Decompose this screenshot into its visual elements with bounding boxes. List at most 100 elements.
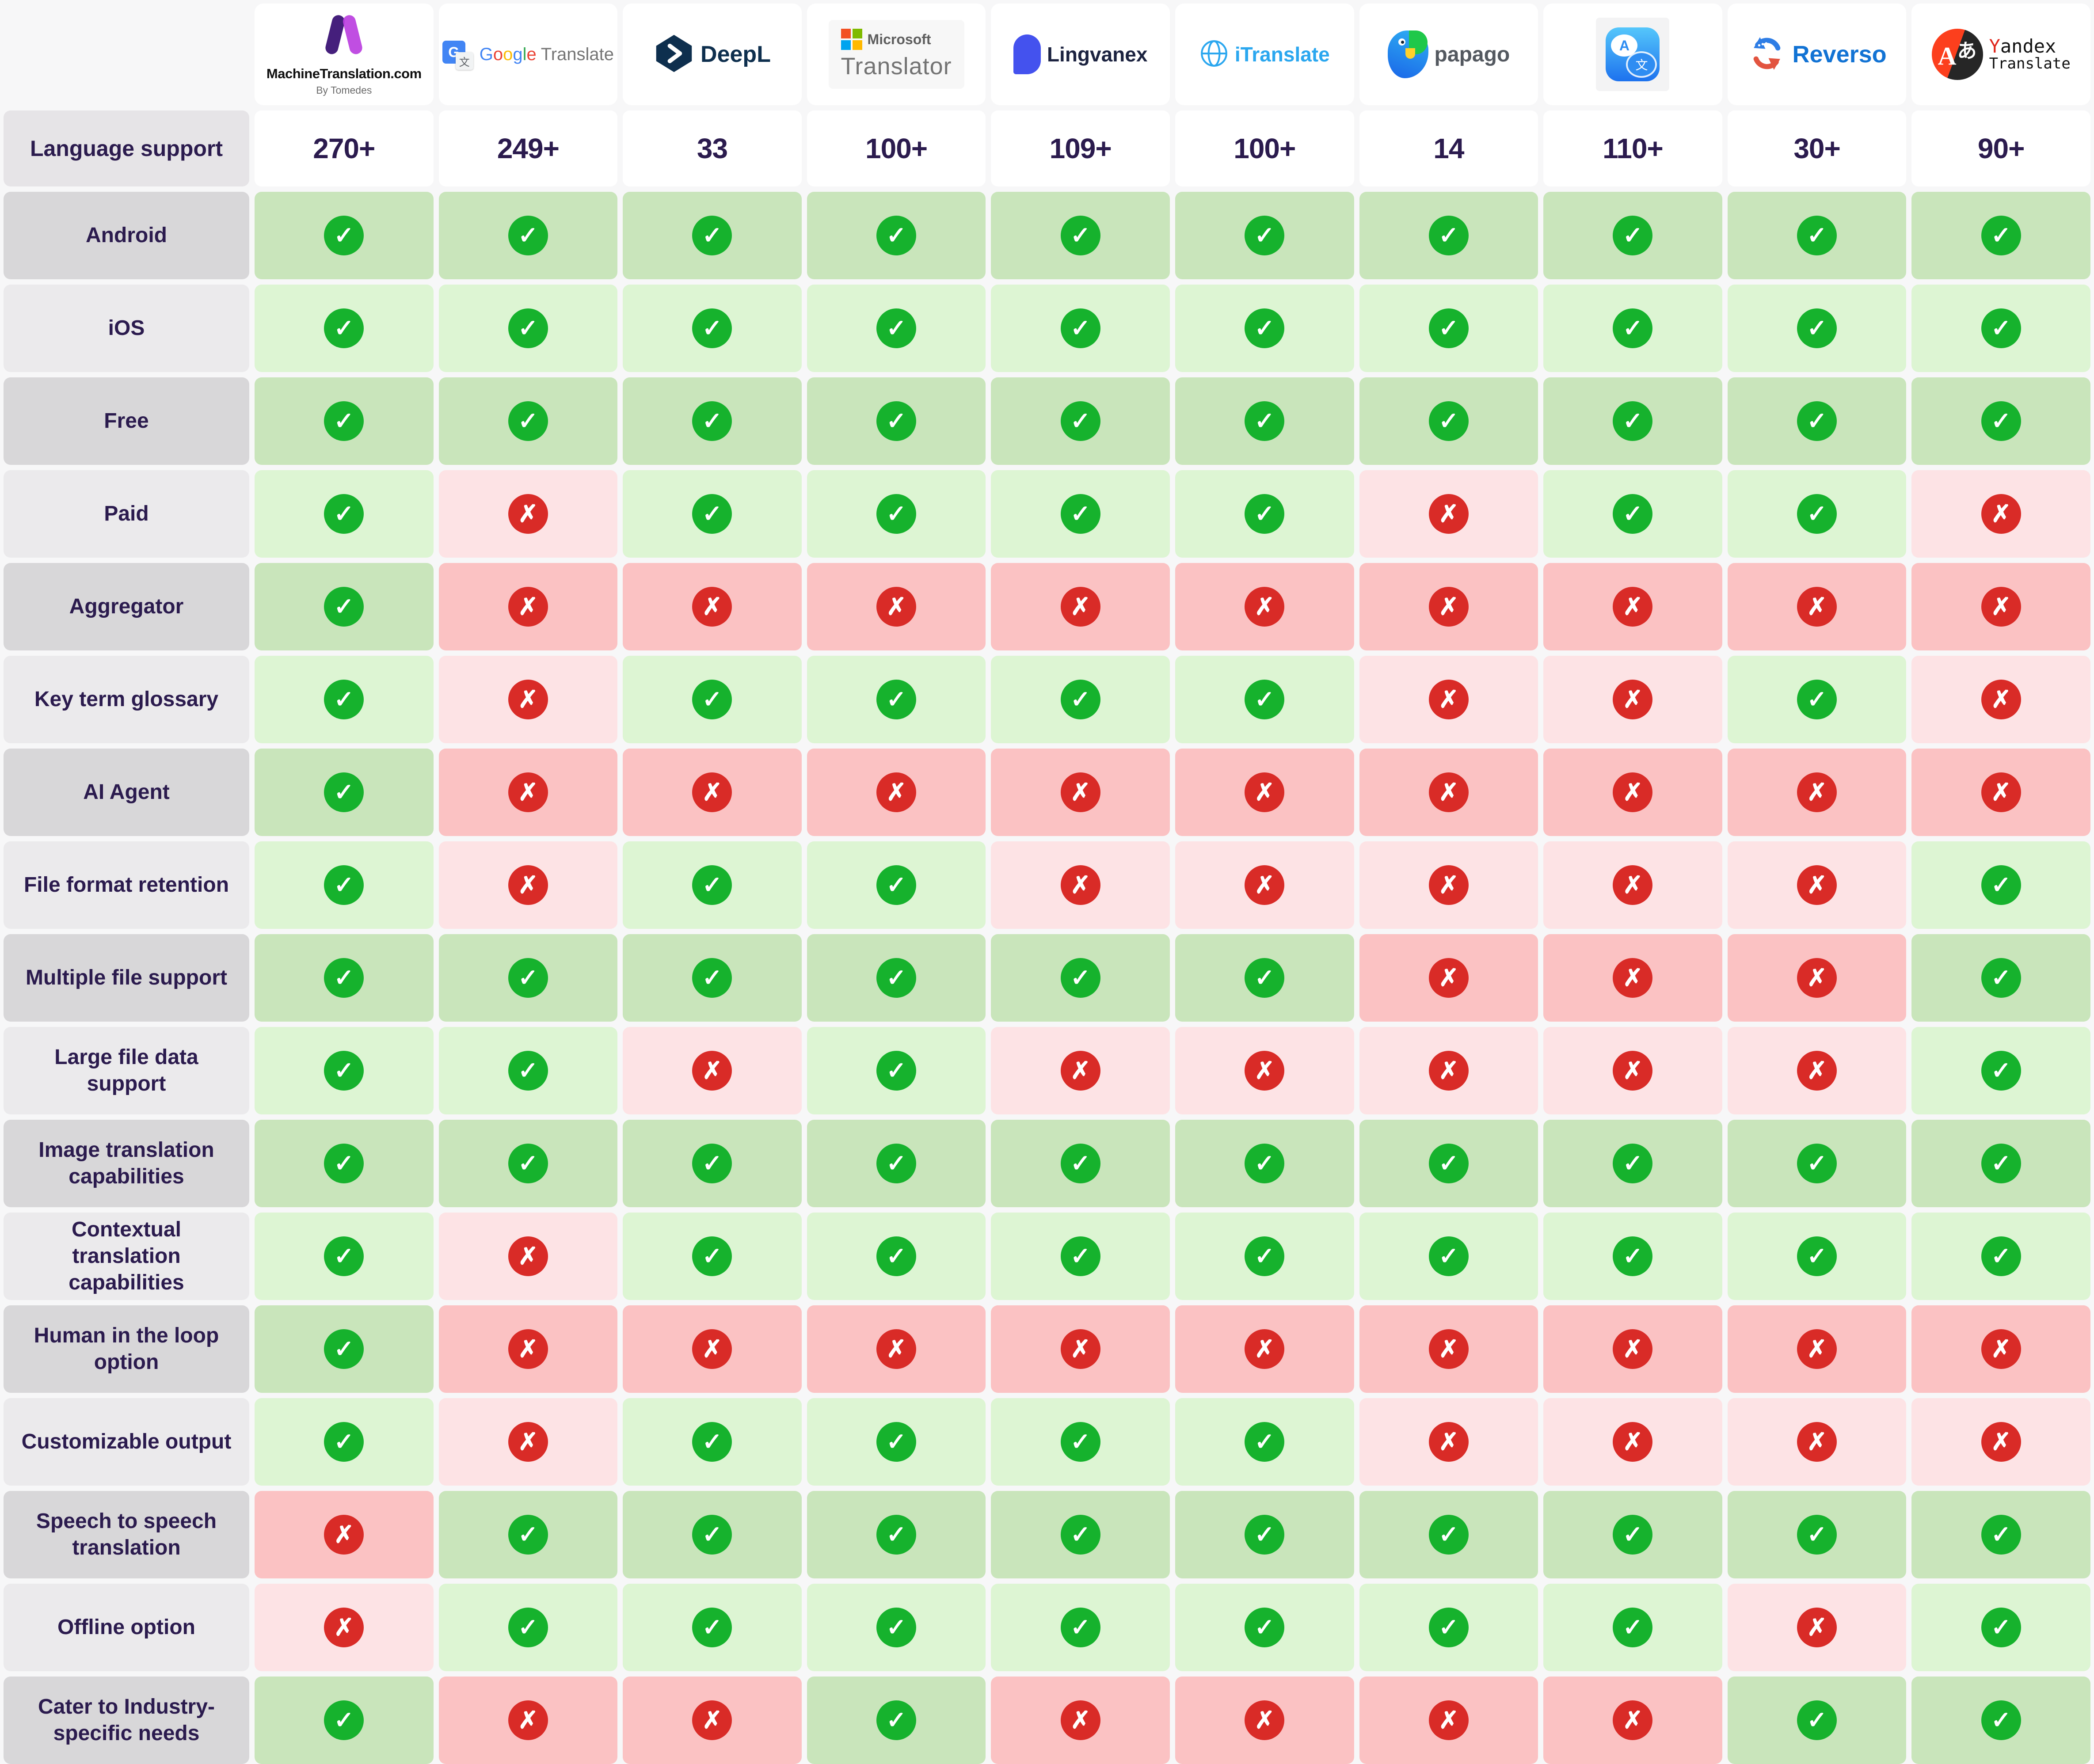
row-label: Speech to speech translation: [4, 1491, 249, 1578]
feature-cell-supported: ✓: [991, 1491, 1170, 1578]
check-icon: ✓: [324, 587, 364, 627]
feature-cell-supported: ✓: [255, 934, 434, 1022]
check-icon: ✓: [1428, 1144, 1469, 1183]
check-icon: ✓: [1981, 308, 2021, 348]
cross-icon: ✗: [1797, 1329, 1837, 1369]
check-icon: ✓: [324, 865, 364, 905]
cross-icon: ✗: [1428, 1700, 1469, 1740]
feature-cell-supported: ✓: [1175, 1584, 1354, 1671]
feature-cell-unsupported: ✗: [623, 1305, 802, 1393]
feature-cell-supported: ✓: [623, 1491, 802, 1578]
cross-icon: ✗: [1613, 1051, 1653, 1091]
feature-cell-unsupported: ✗: [438, 563, 618, 650]
row-label: Paid: [4, 470, 249, 558]
check-icon: ✓: [876, 216, 917, 255]
feature-cell-supported: ✓: [255, 749, 434, 836]
row-label: Large file data support: [4, 1027, 249, 1114]
feature-cell-supported: ✓: [255, 1027, 434, 1114]
check-icon: ✓: [692, 1236, 732, 1276]
check-icon: ✓: [324, 1051, 364, 1091]
feature-cell-unsupported: ✗: [991, 563, 1170, 650]
feature-cell-supported: ✓: [1911, 377, 2090, 465]
feature-cell-unsupported: ✗: [1727, 1305, 1907, 1393]
feature-cell-supported: ✓: [255, 563, 434, 650]
feature-cell-unsupported: ✗: [438, 1305, 618, 1393]
feature-cell-unsupported: ✗: [1911, 656, 2090, 743]
row-label: Offline option: [4, 1584, 249, 1671]
check-icon: ✓: [1060, 958, 1100, 998]
language-support-cell: 14: [1359, 110, 1538, 186]
feature-cell-unsupported: ✗: [807, 563, 986, 650]
feature-cell-supported: ✓: [1543, 1120, 1722, 1207]
check-icon: ✓: [1245, 401, 1285, 441]
feature-cell-unsupported: ✗: [623, 1677, 802, 1764]
feature-cell-supported: ✓: [1175, 934, 1354, 1022]
cross-icon: ✗: [692, 772, 732, 812]
feature-cell-supported: ✓: [991, 377, 1170, 465]
feature-cell-supported: ✓: [1543, 1213, 1722, 1300]
check-icon: ✓: [1613, 1236, 1653, 1276]
feature-cell-supported: ✓: [623, 377, 802, 465]
feature-cell-unsupported: ✗: [1727, 841, 1907, 929]
feature-cell-supported: ✓: [1911, 285, 2090, 372]
check-icon: ✓: [1981, 1236, 2021, 1276]
language-support-cell: 30+: [1727, 110, 1907, 186]
check-icon: ✓: [692, 1608, 732, 1647]
check-icon: ✓: [1060, 1236, 1100, 1276]
cross-icon: ✗: [876, 1329, 917, 1369]
feature-cell-unsupported: ✗: [623, 1027, 802, 1114]
feature-cell-supported: ✓: [991, 1120, 1170, 1207]
feature-cell-supported: ✓: [438, 934, 618, 1022]
check-icon: ✓: [1060, 1515, 1100, 1555]
feature-cell-supported: ✓: [255, 1305, 434, 1393]
check-icon: ✓: [324, 1329, 364, 1369]
feature-cell-supported: ✓: [1175, 1491, 1354, 1578]
itranslate-globe-icon: [1199, 39, 1229, 70]
feature-cell-supported: ✓: [807, 841, 986, 929]
feature-cell-unsupported: ✗: [991, 1305, 1170, 1393]
cross-icon: ✗: [1797, 865, 1837, 905]
cross-icon: ✗: [1613, 1700, 1653, 1740]
brand-name: Google Translate: [479, 44, 614, 64]
cross-icon: ✗: [508, 494, 548, 534]
cross-icon: ✗: [1428, 587, 1469, 627]
cross-icon: ✗: [508, 865, 548, 905]
feature-cell-unsupported: ✗: [1175, 1027, 1354, 1114]
feature-cell-supported: ✓: [623, 841, 802, 929]
feature-cell-supported: ✓: [255, 377, 434, 465]
row-label: Human in the loop option: [4, 1305, 249, 1393]
feature-cell-supported: ✓: [1175, 192, 1354, 279]
cross-icon: ✗: [1060, 587, 1100, 627]
feature-cell-supported: ✓: [1727, 1491, 1907, 1578]
feature-cell-supported: ✓: [1175, 1398, 1354, 1486]
feature-cell-supported: ✓: [1727, 1677, 1907, 1764]
feature-cell-unsupported: ✗: [1543, 1027, 1722, 1114]
feature-cell-supported: ✓: [1911, 1491, 2090, 1578]
check-icon: ✓: [692, 865, 732, 905]
language-support-cell: 90+: [1911, 110, 2090, 186]
feature-cell-supported: ✓: [807, 377, 986, 465]
brand-card-apple-translate: A 文: [1543, 4, 1722, 105]
feature-cell-unsupported: ✗: [1543, 934, 1722, 1022]
check-icon: ✓: [1797, 494, 1837, 534]
cross-icon: ✗: [1613, 1422, 1653, 1462]
feature-cell-unsupported: ✗: [1727, 1398, 1907, 1486]
cross-icon: ✗: [1981, 1422, 2021, 1462]
feature-cell-unsupported: ✗: [438, 749, 618, 836]
feature-cell-supported: ✓: [623, 1584, 802, 1671]
feature-cell-supported: ✓: [623, 656, 802, 743]
feature-cell-supported: ✓: [255, 1677, 434, 1764]
feature-cell-supported: ✓: [807, 1491, 986, 1578]
feature-cell-unsupported: ✗: [1359, 934, 1538, 1022]
language-support-cell: 270+: [255, 110, 434, 186]
feature-cell-supported: ✓: [1175, 470, 1354, 558]
cross-icon: ✗: [1981, 680, 2021, 719]
language-support-cell: 110+: [1543, 110, 1722, 186]
brand-card-itranslate: iTranslate: [1175, 4, 1354, 105]
cross-icon: ✗: [1797, 1422, 1837, 1462]
feature-cell-supported: ✓: [438, 285, 618, 372]
feature-cell-supported: ✓: [1727, 1120, 1907, 1207]
check-icon: ✓: [324, 1144, 364, 1183]
feature-cell-unsupported: ✗: [1543, 1677, 1722, 1764]
feature-cell-supported: ✓: [1175, 656, 1354, 743]
